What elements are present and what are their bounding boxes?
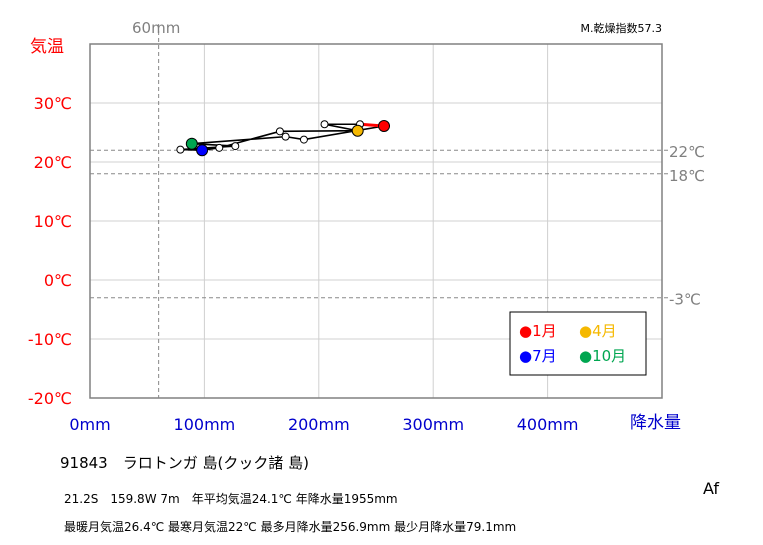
legend-entry: ●7月 — [519, 347, 557, 365]
y-tick-label: -20℃ — [28, 389, 72, 408]
month-point — [320, 120, 329, 129]
reference-lines: 60mm 22℃ 18℃ -3℃ — [90, 19, 705, 398]
ref-label: 18℃ — [669, 167, 705, 185]
month-point — [176, 145, 185, 154]
month-point — [299, 135, 308, 144]
x-tick-label: 0mm — [69, 415, 110, 434]
ref-label-60mm: 60mm — [132, 19, 180, 37]
y-tick-label: 0℃ — [44, 271, 72, 290]
climograph: 60mm 22℃ 18℃ -3℃ 30℃ 20℃ 10℃ 0℃ -10℃ -20℃ 0mm 100… — [28, 19, 705, 434]
ref-label: 22℃ — [669, 143, 705, 161]
y-tick-labels: 30℃ 20℃ 10℃ 0℃ -10℃ -20℃ — [28, 94, 72, 408]
x-tick-label: 300mm — [402, 415, 464, 434]
y-tick-label: 30℃ — [34, 94, 72, 113]
month-point-4 — [351, 124, 364, 137]
legend-box — [509, 311, 647, 376]
month-point-1 — [378, 120, 391, 133]
month-point — [231, 142, 240, 151]
grid — [90, 44, 662, 398]
month-point — [215, 143, 224, 152]
plot-frame — [89, 43, 663, 399]
legend-entry: ●10月 — [579, 347, 626, 365]
legend-entry: ●1月 — [519, 322, 557, 340]
x-tick-label: 100mm — [174, 415, 236, 434]
legend: ●1月 ●4月 ●7月 ●10月 — [509, 311, 647, 376]
y-tick-label: 20℃ — [34, 153, 72, 172]
station-info: 21.2S 159.8W 7m 年平均気温24.1℃ 年降水量1955mm — [64, 492, 398, 506]
station-stats: 最暖月気温26.4℃ 最寒月気温22℃ 最多月降水量256.9mm 最少月降水量… — [64, 520, 517, 534]
legend-entry: ●4月 — [579, 322, 617, 340]
month-point-10 — [185, 137, 198, 150]
aridity-index: M.乾燥指数57.3 — [581, 21, 662, 35]
month-point-7 — [196, 144, 209, 157]
x-tick-label: 200mm — [288, 415, 350, 434]
y-tick-label: 10℃ — [34, 212, 72, 231]
monthly-series — [176, 120, 391, 157]
month-point — [281, 132, 290, 141]
month-point — [275, 127, 284, 136]
y-tick-label: -10℃ — [28, 330, 72, 349]
x-tick-labels: 0mm 100mm 200mm 300mm 400mm — [69, 415, 578, 434]
x-axis-label: 降水量 — [630, 413, 681, 433]
station-name: 91843 ラロトンガ 島(クック諸 島) — [60, 454, 309, 472]
y-axis-label: 気温 — [30, 37, 64, 57]
ref-label: -3℃ — [669, 291, 701, 309]
climate-class: Af — [703, 479, 720, 498]
x-tick-label: 400mm — [517, 415, 579, 434]
